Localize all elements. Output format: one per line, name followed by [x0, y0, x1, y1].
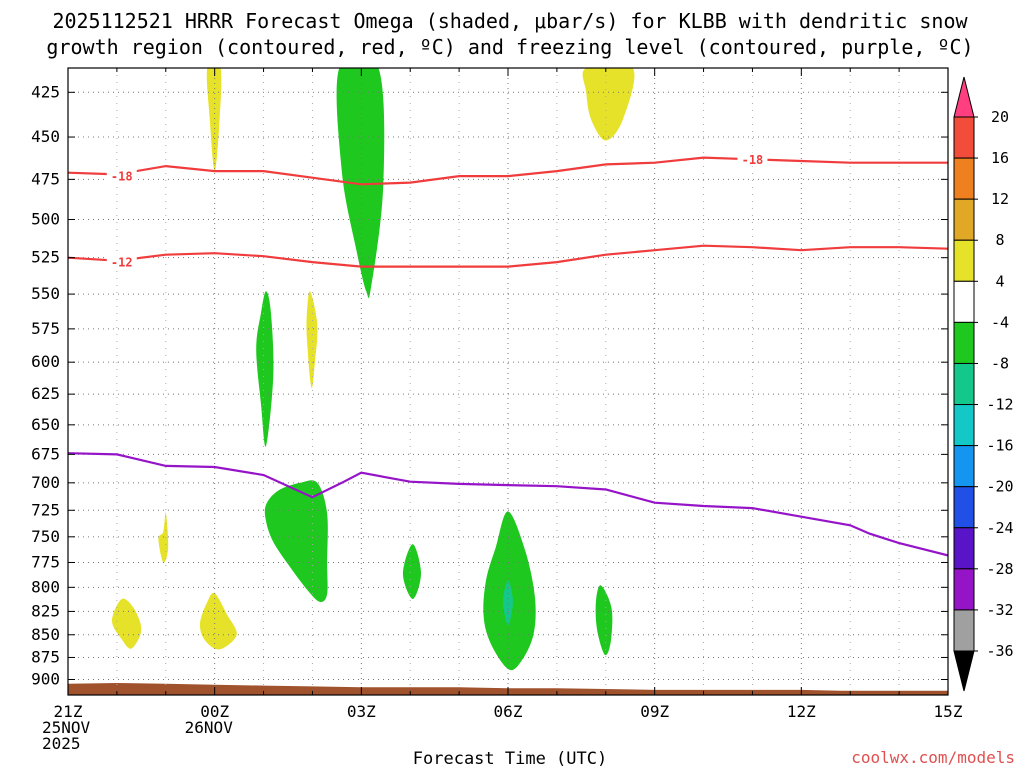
- y-tick-label: 500: [31, 209, 60, 228]
- colorbar-box: [953, 527, 975, 570]
- omega-region-up-4-8-5: [595, 585, 613, 656]
- y-tick-label: 450: [31, 127, 60, 146]
- y-tick-label: 700: [31, 473, 60, 492]
- colorbar-label: -4: [991, 313, 1009, 331]
- colorbar-box: [953, 362, 975, 406]
- colorbar: 20 16 12 8 4 -4 -8 -12 -16 -20 -24 -28 -32 -36: [953, 76, 1014, 692]
- y-tick-label: 625: [31, 384, 60, 403]
- omega-region-down-4-8-7: [206, 68, 222, 172]
- colorbar-label: 12: [991, 190, 1009, 208]
- colorbar-box: [953, 609, 975, 652]
- x-tick-label: 21Z: [54, 702, 83, 721]
- omega-region-down-4-8-13: [199, 592, 237, 650]
- y-tick-label: 600: [31, 352, 60, 371]
- x-tick-label: 2025: [42, 734, 81, 753]
- colorbar-box: [953, 321, 975, 364]
- colorbar-top-triangle: [953, 76, 975, 118]
- y-tick-label: 850: [31, 625, 60, 644]
- colorbar-box: [953, 404, 975, 447]
- contour-label: -12: [111, 256, 133, 270]
- omega-region-up-4-8-2: [264, 480, 328, 603]
- x-tick-label: 00Z: [200, 702, 229, 721]
- plot-inner: -18 -18 -12: [68, 68, 948, 695]
- colorbar-label: -8: [991, 354, 1009, 372]
- colorbar-label: 4: [995, 272, 1004, 290]
- colorbar-label: -12: [986, 396, 1013, 414]
- y-tick-label: 750: [31, 527, 60, 546]
- colorbar-box: [953, 568, 975, 611]
- contour-dgz--12: [68, 244, 948, 268]
- x-tick-label: 12Z: [787, 702, 816, 721]
- y-tick-label: 900: [31, 670, 60, 689]
- y-tick-label: 575: [31, 319, 60, 338]
- omega-region-up-4-8-1: [256, 291, 274, 447]
- contour-label: -18: [742, 153, 764, 167]
- colorbar-box: [953, 280, 975, 323]
- y-tick-label: 525: [31, 248, 60, 267]
- colorbar-label: -28: [986, 560, 1013, 578]
- contour-freezing-level: [68, 452, 948, 557]
- omega-region-up-4-8-0: [336, 68, 385, 299]
- plot-area: -18 -18 -12: [68, 68, 948, 695]
- colorbar-label: 16: [991, 149, 1009, 167]
- chart-title-line-1: 2025112521 HRRR Forecast Omega (shaded, …: [52, 9, 968, 33]
- colorbar-box: [953, 157, 975, 200]
- contour-label-bg: [106, 255, 137, 270]
- colorbar-box: [953, 198, 975, 241]
- colorbar-box: [953, 116, 975, 159]
- omega-region-up-8-12-6: [503, 580, 513, 626]
- colorbar-label: 8: [995, 231, 1004, 249]
- colorbar-label: -32: [986, 601, 1013, 619]
- contour-label-bg: [106, 169, 137, 184]
- omega-region-down-4-8-9: [582, 68, 635, 141]
- y-tick-label: 875: [31, 647, 60, 666]
- y-tick-label: 800: [31, 577, 60, 596]
- axes: 425 450 475 500 525 550 575 600 625 650 675 700 725 7…: [31, 67, 963, 753]
- y-tick-label: 650: [31, 415, 60, 434]
- colorbar-label: 20: [991, 108, 1009, 126]
- y-tick-label: 425: [31, 82, 60, 101]
- contour-dgz--18: [68, 156, 948, 186]
- contour-label-bg: [737, 152, 768, 167]
- colorbar-box: [953, 445, 975, 488]
- credit-text: coolwx.com/models: [851, 748, 1015, 767]
- omega-region-down-4-8-12: [158, 512, 169, 563]
- colorbar-label: -16: [986, 437, 1013, 455]
- colorbar-label: -20: [986, 478, 1013, 496]
- x-tick-label: 15Z: [934, 702, 963, 721]
- y-tick-label: 825: [31, 601, 60, 620]
- x-tick-label: 26NOV: [185, 718, 234, 737]
- y-tick-label: 475: [31, 169, 60, 188]
- colorbar-bottom-triangle: [953, 650, 975, 692]
- y-tick-label: 775: [31, 552, 60, 571]
- y-tick-label: 550: [31, 284, 60, 303]
- contour-label: -18: [111, 170, 133, 184]
- omega-region-down-4-8-8: [306, 291, 318, 388]
- x-tick-label: 06Z: [494, 702, 523, 721]
- y-tick-label: 675: [31, 444, 60, 463]
- omega-region-up-4-8-3: [402, 544, 421, 599]
- x-tick-label: 03Z: [347, 702, 376, 721]
- chart-title-line-2: growth region (contoured, red, ºC) and f…: [46, 35, 973, 59]
- x-axis-label: Forecast Time (UTC): [413, 749, 607, 768]
- colorbar-label: -24: [986, 519, 1013, 537]
- x-tick-label: 09Z: [640, 702, 669, 721]
- colorbar-box: [953, 239, 975, 282]
- colorbar-label: -36: [986, 642, 1013, 660]
- omega-region-down-4-8-10: [112, 598, 142, 649]
- y-tick-label: 725: [31, 500, 60, 519]
- colorbar-box: [953, 486, 975, 529]
- x-tick-label: 25NOV: [42, 718, 91, 737]
